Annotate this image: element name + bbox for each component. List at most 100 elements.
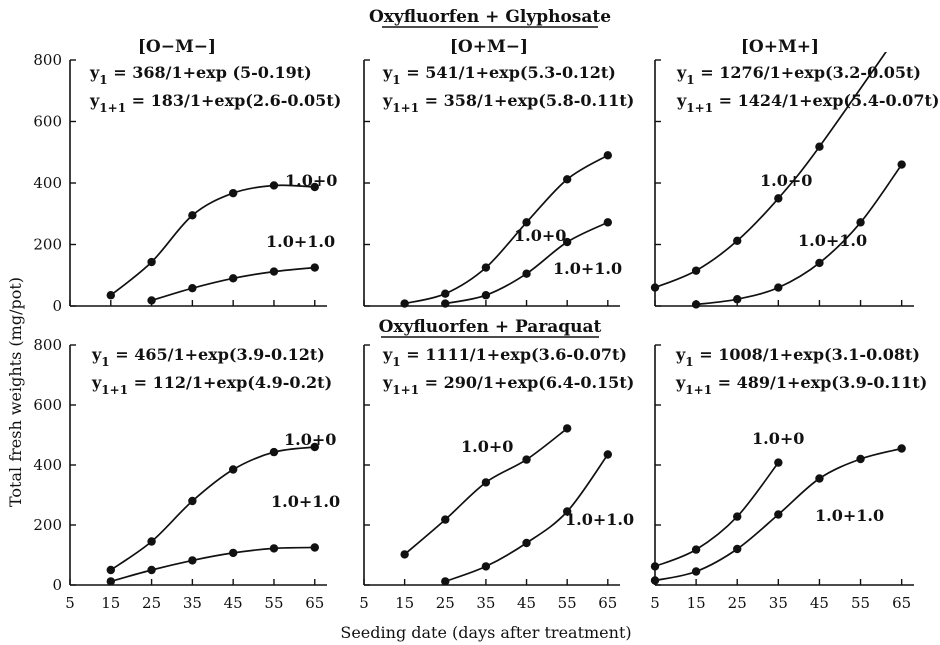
group-title-top: Oxyfluorfen + Glyphosate (369, 7, 611, 27)
data-point (310, 182, 319, 192)
data-point (310, 263, 319, 272)
data-point (310, 543, 319, 552)
data-point (733, 544, 742, 554)
series-label-1: 1.0+0 (461, 437, 513, 456)
series-label-1: 1.0+0 (514, 226, 566, 245)
equation-2: y1+1 = 1424/1+exp(5.4-0.07t) (676, 91, 939, 115)
equation-1: y1 = 465/1+exp(3.9-0.12t) (91, 345, 325, 369)
x-tick-label: 25 (728, 594, 747, 612)
data-point (441, 289, 450, 298)
series-label-2: 1.0+1.0 (798, 231, 867, 250)
series-label-2: 1.0+1.0 (815, 506, 884, 525)
x-tick-label: 5 (65, 594, 75, 612)
series-label-2: 1.0+1.0 (553, 259, 622, 278)
series-line-2 (110, 546, 315, 583)
equation-1: y1 = 368/1+exp (5-0.19t) (89, 63, 312, 87)
x-tick-label: 25 (142, 594, 161, 612)
data-point (650, 576, 660, 585)
equation-2: y1+1 = 112/1+exp(4.9-0.2t) (91, 373, 332, 397)
y-tick-label: 200 (33, 516, 62, 534)
data-point (774, 510, 783, 519)
data-point (269, 181, 279, 190)
series-label-2: 1.0+1.0 (565, 510, 634, 529)
data-point (269, 267, 279, 276)
data-point (147, 296, 156, 305)
series-label-1: 1.0+0 (284, 430, 336, 449)
data-point (856, 218, 865, 227)
series-label-1: 1.0+0 (752, 429, 804, 448)
equation-2: y1+1 = 358/1+exp(5.8-0.11t) (382, 91, 634, 115)
x-tick-label: 15 (395, 594, 414, 612)
data-point (147, 537, 156, 546)
data-point (774, 283, 783, 292)
data-point (188, 283, 197, 293)
panel-2: y1 = 541/1+exp(5.3-0.12t) y1+1 = 358/1+ex… (363, 59, 634, 308)
equation-1: y1 = 541/1+exp(5.3-0.12t) (382, 63, 616, 87)
y-tick-label: 400 (33, 456, 62, 474)
data-point (228, 465, 238, 474)
data-point (522, 218, 531, 227)
y-tick-label: 0 (52, 297, 62, 315)
data-point (269, 447, 279, 457)
data-point (522, 455, 531, 464)
data-point (228, 548, 238, 558)
equation-1: y1 = 1276/1+exp(3.2-0.05t) (676, 63, 921, 87)
x-tick-label: 45 (224, 594, 243, 612)
x-tick-label: 15 (101, 594, 120, 612)
data-point (522, 538, 531, 548)
data-point (269, 544, 279, 553)
equation-2: y1+1 = 183/1+exp(2.6-0.05t) (89, 91, 341, 115)
data-point (897, 160, 906, 169)
series-label-1: 1.0+0 (760, 171, 812, 190)
x-tick-label: 35 (769, 594, 788, 612)
data-point (774, 458, 783, 467)
series-line-1 (404, 154, 609, 305)
data-point (603, 151, 613, 160)
y-tick-label: 200 (33, 236, 62, 254)
data-point (650, 283, 660, 292)
data-point (815, 142, 824, 151)
equation-1: y1 = 1111/1+exp(3.6-0.07t) (382, 345, 627, 369)
equation-2: y1+1 = 290/1+exp(6.4-0.15t) (382, 373, 634, 397)
series-line-2 (151, 266, 315, 302)
data-point (691, 266, 701, 275)
column-label-1: [O−M−] (138, 37, 216, 57)
data-point (691, 567, 701, 576)
data-point (650, 562, 660, 571)
data-point (562, 237, 572, 247)
data-point (897, 444, 906, 453)
y-tick-label: 600 (33, 113, 62, 131)
x-tick-label: 15 (687, 594, 706, 612)
data-point (481, 478, 491, 487)
x-tick-label: 55 (851, 594, 870, 612)
x-tick-label: 5 (359, 594, 369, 612)
x-tick-label: 35 (183, 594, 202, 612)
data-point (481, 263, 491, 272)
data-point (400, 299, 409, 308)
data-point (562, 424, 572, 433)
data-point (188, 556, 197, 565)
x-tick-label: 5 (650, 594, 660, 612)
y-tick-label: 0 (52, 576, 62, 594)
data-point (603, 450, 613, 459)
series-line-1 (655, 462, 779, 568)
series-label-2: 1.0+1.0 (266, 232, 335, 251)
x-tick-label: 25 (436, 594, 455, 612)
data-point (441, 515, 450, 524)
series-label-2: 1.0+1.0 (271, 492, 340, 511)
panel-3: y1 = 1276/1+exp(3.2-0.05t) y1+1 = 1424/1+… (650, 52, 939, 309)
data-point (106, 291, 115, 300)
data-point (562, 175, 572, 184)
data-point (522, 269, 531, 278)
y-tick-label: 800 (33, 51, 62, 69)
column-label-2: [O+M−] (450, 37, 528, 57)
data-point (441, 299, 450, 308)
data-point (400, 550, 409, 559)
column-label-3: [O+M+] (741, 37, 819, 57)
data-point (815, 474, 824, 483)
x-tick-label: 35 (476, 594, 495, 612)
data-point (691, 545, 701, 554)
data-point (147, 257, 156, 267)
group-title-bottom: Oxyfluorfen + Paraquat (379, 317, 602, 337)
